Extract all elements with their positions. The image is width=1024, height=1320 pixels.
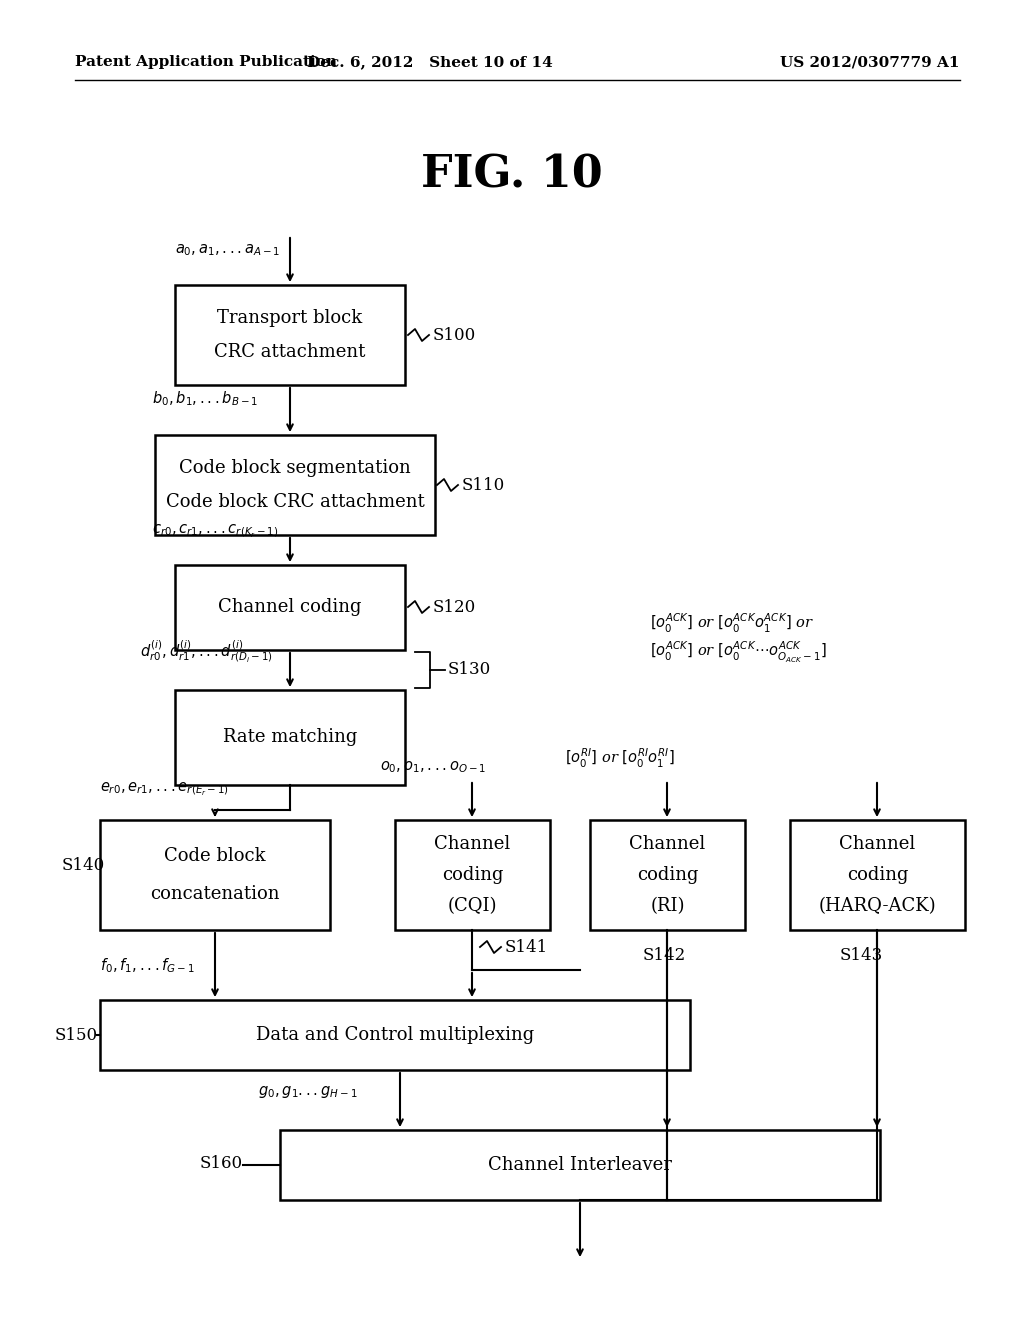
Text: coding: coding: [847, 866, 908, 884]
Text: $a_0,a_1,...a_{A-1}$: $a_0,a_1,...a_{A-1}$: [175, 243, 281, 257]
Text: coding: coding: [441, 866, 503, 884]
Text: S160: S160: [200, 1155, 243, 1172]
Text: S120: S120: [433, 598, 476, 615]
Text: (HARQ-ACK): (HARQ-ACK): [818, 896, 936, 915]
Text: Channel: Channel: [630, 836, 706, 853]
Bar: [590, 820, 745, 931]
Text: $[o_0^{ACK}]$ or $[o_0^{ACK}{\cdots}o_{O_{ACK}-1}^{ACK}]$: $[o_0^{ACK}]$ or $[o_0^{ACK}{\cdots}o_{O…: [650, 640, 826, 665]
Text: (RI): (RI): [650, 896, 685, 915]
Bar: [395, 820, 550, 931]
Text: $[o_0^{ACK}]$ or $[o_0^{ACK}o_1^{ACK}]$ or: $[o_0^{ACK}]$ or $[o_0^{ACK}o_1^{ACK}]$ …: [650, 611, 814, 635]
Text: Channel Interleaver: Channel Interleaver: [488, 1156, 672, 1173]
Text: Channel: Channel: [840, 836, 915, 853]
Text: S142: S142: [643, 946, 686, 964]
Bar: [175, 690, 406, 785]
Text: S141: S141: [505, 939, 548, 956]
Bar: [175, 285, 406, 385]
Text: S143: S143: [840, 946, 884, 964]
Text: $b_0,b_1,...b_{B-1}$: $b_0,b_1,...b_{B-1}$: [152, 389, 258, 408]
Text: S130: S130: [449, 661, 492, 678]
Text: $c_{r0},c_{r1},...c_{r(K_r-1)}$: $c_{r0},c_{r1},...c_{r(K_r-1)}$: [152, 523, 279, 540]
Bar: [790, 820, 965, 931]
Text: $o_0,o_1,...o_{O-1}$: $o_0,o_1,...o_{O-1}$: [380, 759, 486, 775]
Text: Channel coding: Channel coding: [218, 598, 361, 616]
Text: Channel: Channel: [434, 836, 511, 853]
Text: S100: S100: [433, 326, 476, 343]
Bar: [155, 436, 435, 535]
Text: concatenation: concatenation: [151, 884, 280, 903]
Bar: [175, 565, 406, 649]
Text: Rate matching: Rate matching: [223, 729, 357, 747]
Text: FIG. 10: FIG. 10: [421, 153, 603, 197]
Text: Data and Control multiplexing: Data and Control multiplexing: [256, 1026, 535, 1044]
Text: Dec. 6, 2012   Sheet 10 of 14: Dec. 6, 2012 Sheet 10 of 14: [307, 55, 553, 69]
Text: Code block CRC attachment: Code block CRC attachment: [166, 492, 424, 511]
Text: US 2012/0307779 A1: US 2012/0307779 A1: [780, 55, 959, 69]
Bar: [280, 1130, 880, 1200]
Bar: [100, 1001, 690, 1071]
Text: Code block segmentation: Code block segmentation: [179, 459, 411, 477]
Text: $e_{r0},e_{r1},...e_{r(E_r-1)}$: $e_{r0},e_{r1},...e_{r(E_r-1)}$: [100, 780, 229, 799]
Text: CRC attachment: CRC attachment: [214, 343, 366, 360]
Text: $f_0,f_1,...f_{G-1}$: $f_0,f_1,...f_{G-1}$: [100, 956, 195, 975]
Text: Patent Application Publication: Patent Application Publication: [75, 55, 337, 69]
Text: S150: S150: [55, 1027, 98, 1044]
Text: Transport block: Transport block: [217, 309, 362, 327]
Text: $[o_0^{RI}]$ or $[o_0^{RI}o_1^{RI}]$: $[o_0^{RI}]$ or $[o_0^{RI}o_1^{RI}]$: [565, 747, 675, 770]
Text: Code block: Code block: [164, 847, 266, 866]
Bar: [100, 820, 330, 931]
Text: S140: S140: [62, 857, 105, 874]
Text: coding: coding: [637, 866, 698, 884]
Text: S110: S110: [462, 477, 505, 494]
Text: $d_{r0}^{(i)},d_{r1}^{(i)},...d_{r(D_i-1)}^{(i)}$: $d_{r0}^{(i)},d_{r1}^{(i)},...d_{r(D_i-1…: [140, 639, 272, 665]
Text: $g_0,g_1...g_{H-1}$: $g_0,g_1...g_{H-1}$: [258, 1084, 357, 1100]
Text: (CQI): (CQI): [447, 896, 498, 915]
